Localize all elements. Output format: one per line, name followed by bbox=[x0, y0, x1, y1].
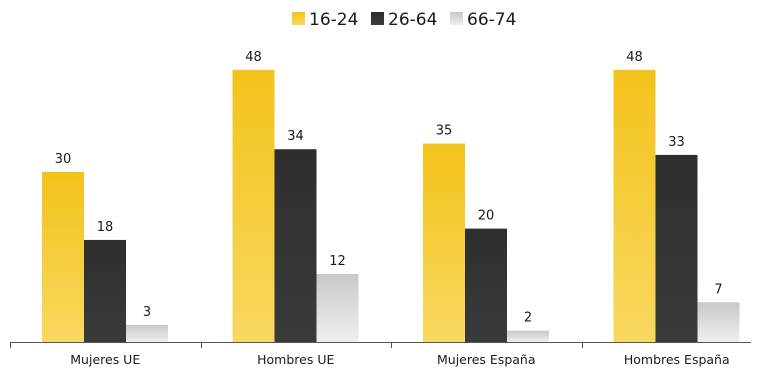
bar-16-24-0 bbox=[42, 171, 84, 342]
legend-swatch-66-74 bbox=[450, 12, 463, 25]
bar-16-24-1 bbox=[232, 69, 275, 342]
bar-66-74-3 bbox=[697, 302, 740, 342]
legend-label: 66-74 bbox=[467, 10, 516, 30]
x-tick-label: Mujeres España bbox=[437, 352, 536, 367]
bars bbox=[42, 69, 740, 342]
data-label: 48 bbox=[626, 50, 643, 65]
bar-66-74-2 bbox=[507, 330, 549, 342]
data-label: 30 bbox=[55, 152, 72, 167]
data-label: 35 bbox=[436, 124, 453, 139]
legend-swatch-26-64 bbox=[371, 12, 384, 25]
data-label: 34 bbox=[287, 129, 304, 144]
bar-26-64-3 bbox=[655, 154, 698, 342]
bar-26-64-2 bbox=[465, 228, 507, 342]
bar-26-64-1 bbox=[274, 149, 317, 342]
data-label: 48 bbox=[245, 50, 262, 65]
legend: 16-24 26-64 66-74 bbox=[292, 10, 516, 30]
legend-label: 26-64 bbox=[388, 10, 437, 30]
bar-66-74-1 bbox=[316, 273, 359, 342]
data-label: 33 bbox=[668, 135, 685, 150]
data-label: 18 bbox=[97, 220, 114, 235]
x-tick-label: Mujeres UE bbox=[70, 352, 140, 367]
bar-16-24-2 bbox=[423, 143, 465, 342]
bar-16-24-3 bbox=[613, 69, 656, 342]
data-label: 7 bbox=[714, 282, 722, 297]
data-labels: 30 18 3 48 34 12 35 20 2 48 33 7 bbox=[55, 50, 723, 326]
data-label: 12 bbox=[329, 254, 346, 269]
legend-label: 16-24 bbox=[309, 10, 358, 30]
x-tick-label: Hombres UE bbox=[257, 352, 334, 367]
bar-26-64-0 bbox=[84, 239, 126, 342]
data-label: 3 bbox=[143, 305, 151, 320]
data-label: 20 bbox=[478, 209, 495, 224]
bar-66-74-0 bbox=[126, 324, 168, 342]
x-axis: Mujeres UE Hombres UE Mujeres España Hombre… bbox=[10, 342, 751, 367]
data-label: 2 bbox=[524, 311, 532, 326]
x-tick-label: Hombres España bbox=[624, 352, 730, 367]
legend-swatch-16-24 bbox=[292, 12, 305, 25]
